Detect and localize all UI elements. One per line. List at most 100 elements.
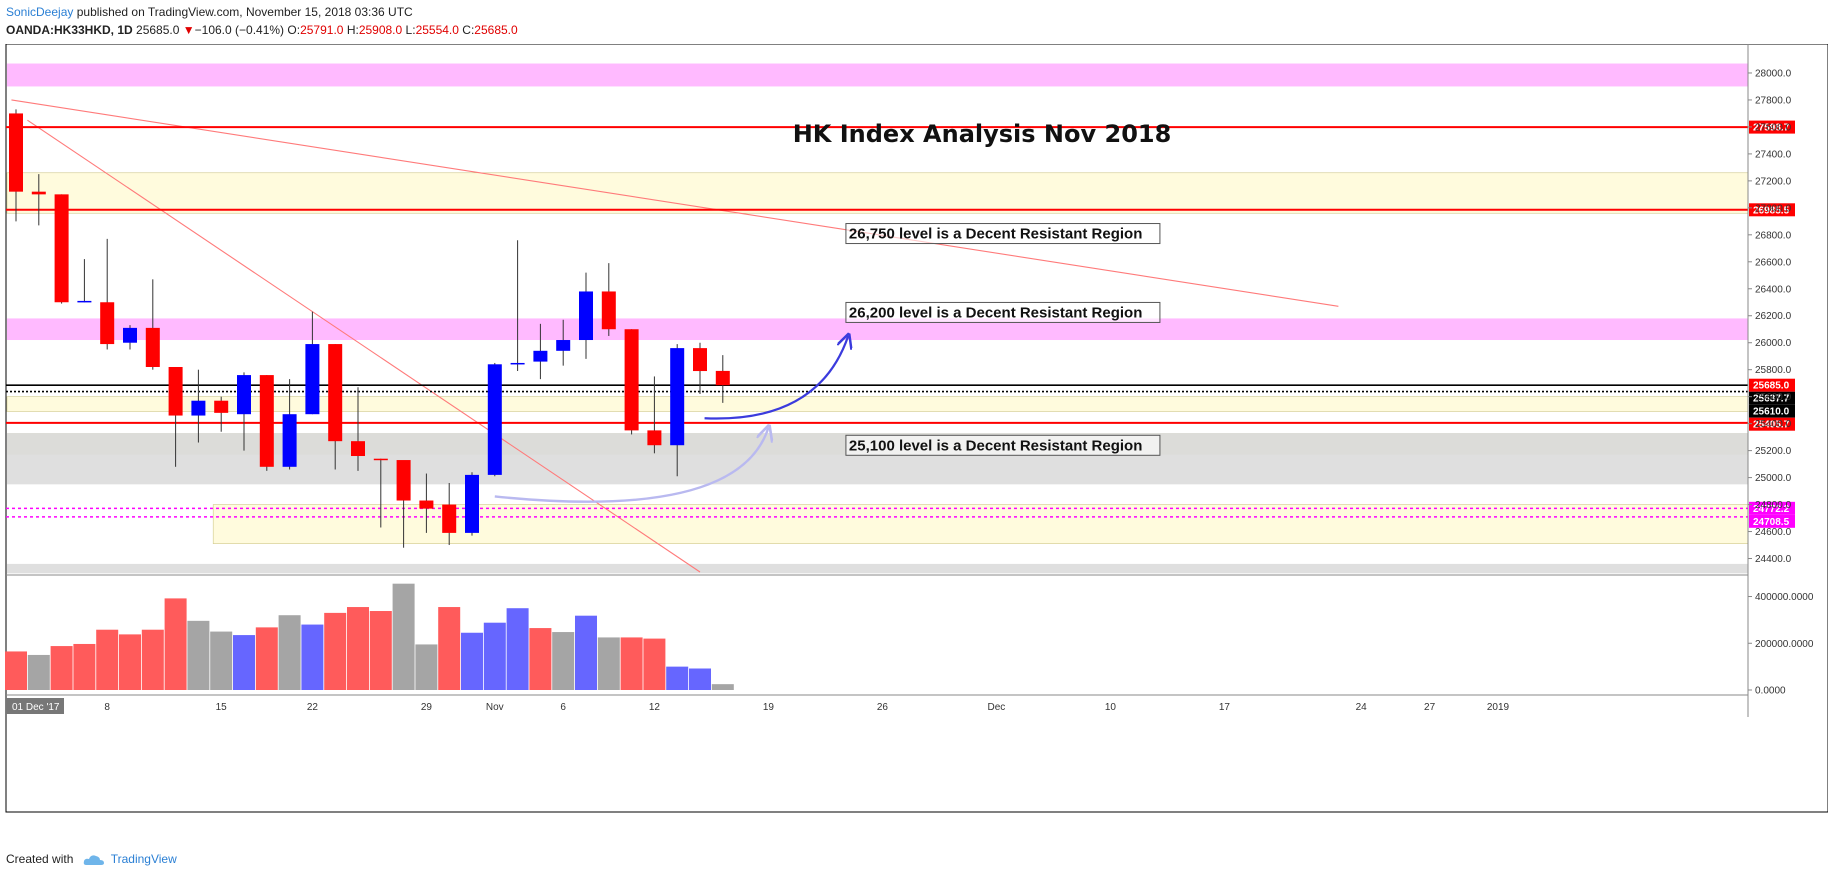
x-tick-label: 15 — [216, 702, 228, 713]
candle-down — [259, 375, 274, 467]
candle-up — [510, 362, 525, 365]
high-value: 25908.0 — [358, 23, 403, 37]
candle-down — [693, 348, 707, 372]
y-tick-label: 25600.0 — [1755, 392, 1792, 403]
chart-title: HK Index Analysis Nov 2018 — [793, 120, 1172, 148]
trendline — [11, 99, 1339, 307]
volume-bar — [620, 637, 643, 690]
volume-bar — [666, 666, 689, 690]
x-tick-label: 10 — [1105, 702, 1117, 713]
ohlc-line: OANDA:HK33HKD, 1D 25685.0 ▼−106.0 (−0.41… — [6, 21, 518, 39]
y-tick-label: 26200.0 — [1755, 311, 1792, 322]
candle-up — [670, 348, 685, 446]
projection-arrow — [704, 336, 849, 420]
x-tick-label: 12 — [649, 702, 661, 713]
y-tick-label: 24600.0 — [1755, 527, 1792, 538]
candle-down — [214, 400, 229, 413]
down-triangle-icon: ▼ — [182, 23, 195, 37]
low-value: 25554.0 — [415, 23, 459, 37]
high-label: H: — [346, 23, 359, 37]
volume-bar — [369, 611, 392, 690]
y-tick-label: 26000.0 — [1755, 338, 1792, 349]
tradingview-cloud-icon — [83, 855, 104, 865]
volume-bar — [575, 615, 597, 690]
author-link[interactable]: SonicDeejay — [6, 5, 74, 19]
price-tag-label: 25610.0 — [1753, 407, 1790, 418]
y-tick-label: 27000.0 — [1755, 203, 1792, 214]
candle-down — [715, 370, 730, 386]
volume-bar — [5, 651, 27, 690]
candle-up — [123, 327, 137, 343]
price-tag — [1749, 203, 1795, 217]
volume-bar — [233, 635, 255, 690]
price-tag-label: 26985.5 — [1753, 205, 1790, 216]
candle-up — [237, 375, 251, 415]
candle-down — [442, 504, 457, 533]
candle-down — [54, 194, 69, 303]
volume-bar — [96, 629, 119, 690]
price-tag — [1749, 404, 1795, 418]
published-text: published on TradingView.com, November 1… — [76, 5, 413, 19]
faint-projection-arrow — [494, 428, 769, 503]
annotation-text: 26,750 level is a Decent Resistant Regio… — [849, 226, 1142, 243]
y-tick-label: 24400.0 — [1755, 554, 1792, 565]
footer: Created with TradingView — [6, 848, 177, 870]
candle-up — [533, 350, 548, 362]
volume-bar — [392, 583, 415, 690]
candle-down — [100, 302, 115, 345]
chart-header: SonicDeejay published on TradingView.com… — [6, 3, 518, 43]
candle-down — [373, 458, 388, 461]
low-label: L: — [405, 23, 416, 37]
x-tick-label: 24 — [1356, 702, 1368, 713]
volume-bar — [415, 644, 438, 690]
price-tag — [1749, 391, 1795, 405]
price-tag — [1749, 378, 1795, 392]
last-price: 25685.0 — [136, 23, 180, 37]
volume-bar — [210, 631, 233, 690]
volume-bar — [438, 607, 461, 690]
x-tick-label: 2019 — [1487, 702, 1510, 713]
y-tick-label: 27600.0 — [1755, 122, 1792, 133]
price-tag — [1749, 514, 1795, 528]
price-tag-label: 24708.5 — [1753, 517, 1790, 528]
price-tag-label: 25685.0 — [1753, 381, 1790, 392]
price-chart[interactable]: 27598.7 26985.5 25685.0 25637.7 25610.0 25405… — [0, 44, 1828, 844]
created-with-text: Created with — [6, 852, 74, 866]
chart-frame — [5, 44, 1828, 813]
volume-bar — [73, 643, 96, 690]
zone-pink — [7, 63, 1748, 87]
x-tick-label: 27 — [1424, 702, 1436, 713]
x-tick-label: 19 — [763, 702, 775, 713]
x-tick-label: Dec — [988, 702, 1006, 713]
candle-down — [601, 291, 616, 330]
x-tick-label: 29 — [421, 702, 433, 713]
candle-up — [77, 300, 92, 303]
price-tag-label: 25637.7 — [1753, 394, 1790, 405]
annotation-box — [845, 301, 1161, 323]
y-tick-label: 26800.0 — [1755, 230, 1792, 241]
candle-down — [396, 460, 411, 501]
volume-bar — [597, 637, 620, 690]
price-tag-label: 24772.2 — [1753, 504, 1790, 515]
annotation-box — [845, 434, 1161, 456]
volume-bar — [689, 668, 711, 690]
volume-bar — [461, 632, 483, 690]
zone-gray — [7, 563, 1748, 574]
volume-bar — [164, 598, 187, 690]
candle-up — [487, 364, 502, 475]
publish-line: SonicDeejay published on TradingView.com… — [6, 3, 518, 21]
volume-bar — [119, 634, 141, 690]
tradingview-link[interactable]: TradingView — [110, 852, 177, 866]
annotation-text: 26,200 level is a Decent Resistant Regio… — [849, 304, 1142, 321]
volume-bar — [301, 624, 324, 690]
candle-down — [351, 441, 365, 457]
volume-bar — [347, 607, 369, 690]
volume-tick-label: 0.0000 — [1755, 686, 1786, 697]
y-tick-label: 28000.0 — [1755, 68, 1792, 79]
y-tick-label: 24800.0 — [1755, 500, 1792, 511]
y-tick-label: 25000.0 — [1755, 473, 1792, 484]
x-tick-label: 01 Dec '17 — [12, 702, 60, 713]
volume-bar — [506, 608, 529, 690]
open-label: O: — [287, 23, 301, 37]
candle-up — [305, 344, 320, 415]
